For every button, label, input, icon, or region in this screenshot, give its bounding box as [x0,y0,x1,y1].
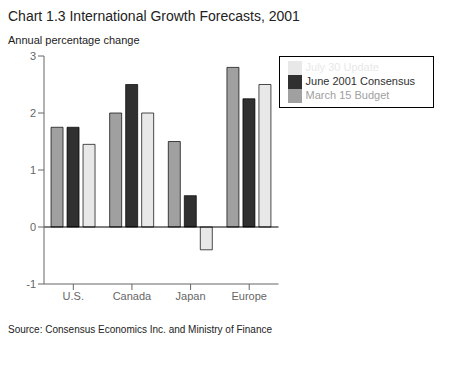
svg-text:Japan: Japan [176,290,206,302]
svg-text:2: 2 [30,107,36,119]
svg-text:1: 1 [30,164,36,176]
html-text:Annual percentage change: Annual percentage change [8,34,140,46]
svg-text:U.S.: U.S. [63,290,84,302]
html-text:June 2001 Consensus: June 2001 Consensus [305,75,415,88]
svg-text:-1: -1 [26,278,36,290]
svg-text:0: 0 [30,221,36,233]
html-text:Chart 1.3 International Growth: Chart 1.3 International Growth Forecasts… [8,8,300,24]
svg-text:Canada: Canada [113,290,152,302]
svg-text:3: 3 [30,50,36,62]
html-text:Source: Consensus Economics In: Source: Consensus Economics Inc. and Min… [8,324,272,335]
svg-text:Europe: Europe [231,290,266,302]
html-text:July 30 Update: July 30 Update [305,61,379,73]
html-text:March 15 Budget: March 15 Budget [305,89,390,102]
